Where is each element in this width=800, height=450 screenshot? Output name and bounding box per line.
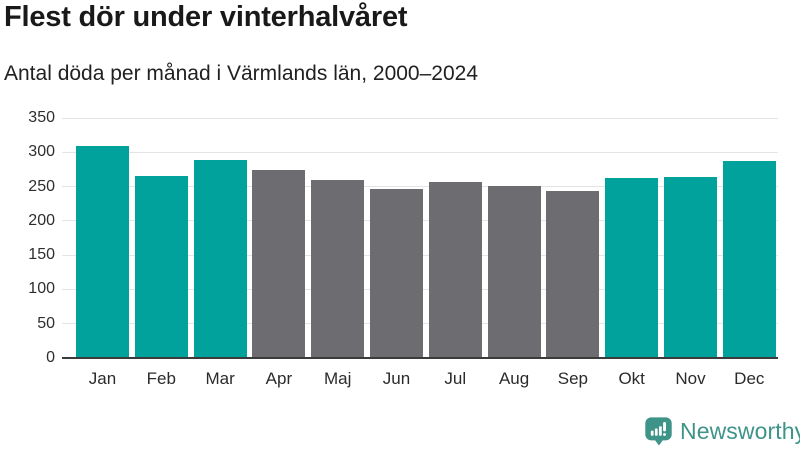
x-tick-maj: Maj xyxy=(323,369,352,388)
chart-subtitle: Antal döda per månad i Värmlands län, 20… xyxy=(4,62,478,85)
x-axis-tick-labels: Jan Feb Mar Apr Maj Jun Jul Aug Sep Okt Nov Dec xyxy=(62,369,778,393)
bar-dec xyxy=(722,160,776,358)
gridline-300 xyxy=(62,151,778,153)
plot-area xyxy=(62,117,778,358)
x-tick-feb: Feb xyxy=(146,369,176,388)
x-tick-sep: Sep xyxy=(557,369,589,388)
y-tick-200: 200 xyxy=(28,211,55,229)
bar-nov xyxy=(664,176,717,358)
y-tick-250: 250 xyxy=(28,177,55,195)
y-tick-350: 350 xyxy=(28,109,55,126)
bar-sep xyxy=(546,190,600,358)
bar-mar xyxy=(193,159,247,358)
x-tick-dec: Dec xyxy=(734,369,765,388)
bar-maj xyxy=(311,180,365,358)
x-tick-jun: Jun xyxy=(382,369,411,388)
bar-apr xyxy=(252,170,306,358)
y-tick-50: 50 xyxy=(37,314,55,332)
bar-jun xyxy=(370,189,423,358)
y-tick-150: 150 xyxy=(28,246,55,264)
x-tick-okt: Okt xyxy=(618,369,645,388)
x-tick-mar: Mar xyxy=(205,369,235,388)
bar-okt xyxy=(605,178,659,358)
y-tick-0: 0 xyxy=(46,349,55,366)
brand-name: Newsworthy xyxy=(680,417,800,444)
bar-jul xyxy=(428,181,482,358)
gridline-350 xyxy=(62,117,778,119)
gridline-250 xyxy=(62,186,778,188)
x-tick-jul: Jul xyxy=(444,369,467,388)
bar-feb xyxy=(134,175,188,358)
newsworthy-logo[interactable]: Newsworthy xyxy=(644,416,800,446)
y-tick-100: 100 xyxy=(28,280,55,298)
chart-title: Flest dör under vinterhalvåret xyxy=(4,1,408,33)
bar-aug xyxy=(487,185,541,358)
x-axis-line xyxy=(62,356,778,359)
y-tick-300: 300 xyxy=(28,143,55,161)
bar-jan xyxy=(76,146,129,358)
bar-chart-speech-bubble-icon xyxy=(645,417,672,446)
x-tick-nov: Nov xyxy=(675,369,706,388)
x-tick-jan: Jan xyxy=(88,369,117,388)
x-tick-aug: Aug xyxy=(498,369,530,388)
x-tick-apr: Apr xyxy=(265,369,293,388)
